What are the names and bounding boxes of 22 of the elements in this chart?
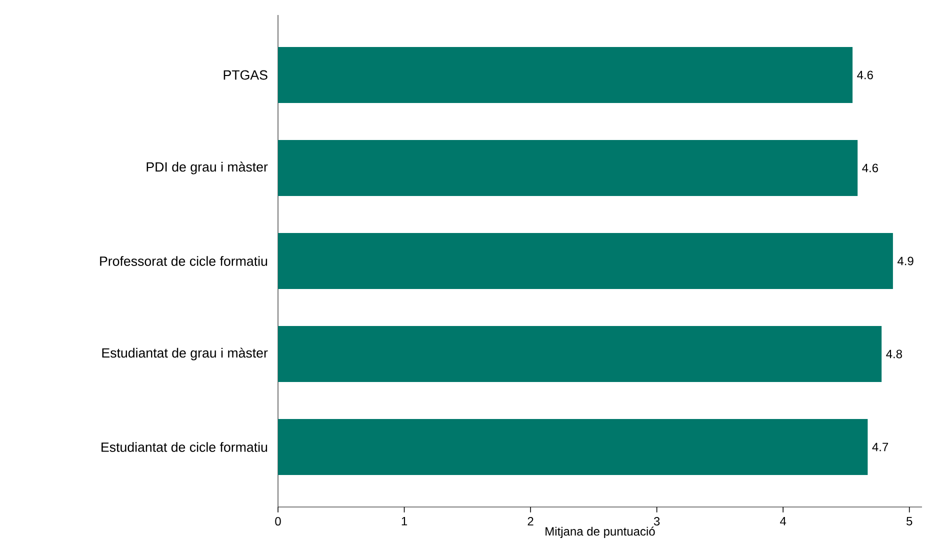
y-tick-label: PDI de grau i màster [146, 162, 268, 174]
x-tick-label: 5 [906, 517, 912, 526]
x-tick-label: 2 [528, 517, 534, 526]
y-tick-label: Professorat de cicle formatiu [100, 256, 268, 266]
data-label: 4.8 [886, 350, 902, 358]
bar [278, 46, 853, 103]
x-tick-label: 1 [402, 517, 408, 526]
x-tick-label: 0 [275, 517, 281, 526]
y-tick-label: Estudiantat de cicle formatiu [102, 442, 268, 452]
bar [278, 419, 868, 476]
data-label: 4.7 [872, 442, 888, 452]
x-tick-label: 4 [780, 517, 786, 526]
y-tick-label: Estudiantat de grau i màster [102, 348, 268, 360]
bar [278, 232, 893, 289]
bar [278, 140, 858, 196]
y-tick-label: PTGAS [224, 70, 268, 80]
bar [278, 326, 882, 382]
data-label: 4.6 [857, 70, 873, 80]
data-label: 4.9 [897, 256, 914, 266]
x-tick-label: 3 [654, 517, 660, 526]
x-axis-title: Mitjana de puntuació [546, 526, 655, 538]
data-label: 4.6 [862, 164, 878, 172]
